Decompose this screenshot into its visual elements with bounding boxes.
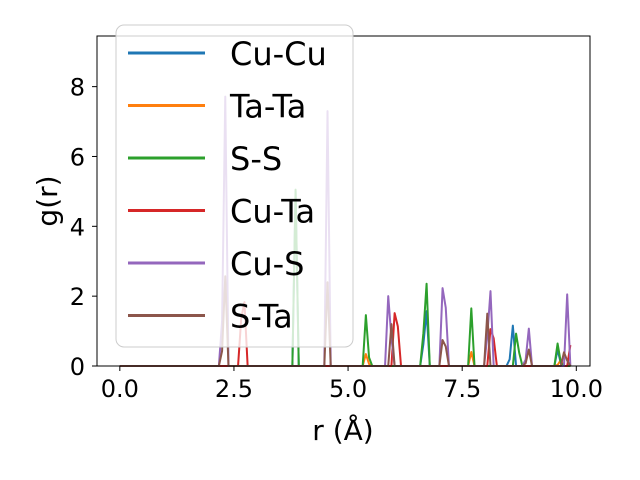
legend-label: S-Ta <box>230 298 293 336</box>
x-tick-label: 2.5 <box>215 375 253 403</box>
y-tick-label: 2 <box>70 283 85 311</box>
series-line-ta-ta <box>119 351 571 367</box>
y-tick-label: 8 <box>70 74 85 102</box>
x-tick-label: 7.5 <box>443 375 481 403</box>
y-tick-label: 4 <box>70 213 85 241</box>
legend-label: Cu-S <box>230 245 304 283</box>
axis-ticks: 0.0 2.5 5.0 7.5 10.0 0 2 4 6 8 <box>70 74 603 403</box>
legend: Cu-Cu Ta-Ta S-S Cu-Ta Cu-S S-Ta <box>115 24 354 348</box>
legend-label: Ta-Ta <box>229 88 306 126</box>
legend-label: S-S <box>230 140 282 178</box>
y-tick-label: 6 <box>70 143 85 171</box>
x-axis-label: r (Å) <box>312 413 373 447</box>
x-tick-label: 10.0 <box>550 375 603 403</box>
y-axis-label: g(r) <box>31 175 64 226</box>
x-tick-label: 0.0 <box>101 375 139 403</box>
x-tick-label: 5.0 <box>329 375 367 403</box>
y-tick-label: 0 <box>70 353 85 381</box>
legend-label: Cu-Ta <box>230 193 315 231</box>
legend-label: Cu-Cu <box>230 35 327 73</box>
